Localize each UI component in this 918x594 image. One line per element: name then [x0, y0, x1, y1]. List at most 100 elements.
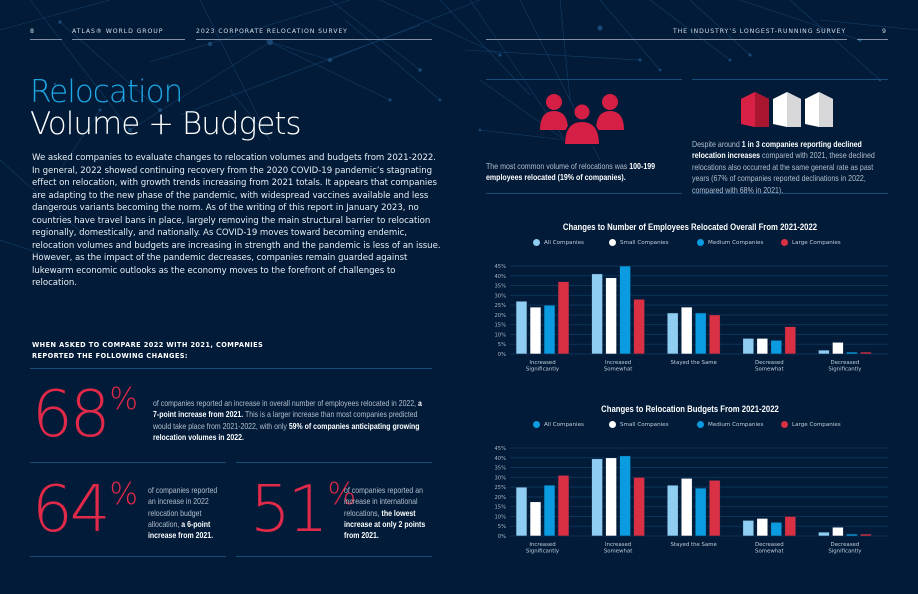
- chart-1-legend: All Companies Small Companies Medium Com…: [533, 239, 841, 246]
- x-category-label: Somewhat: [604, 367, 633, 373]
- y-tick-label: 15%: [494, 505, 506, 511]
- bar-large-companies: [860, 351, 872, 355]
- bar-all-companies: [742, 338, 755, 355]
- people-group-icon: [540, 94, 624, 146]
- intro-paragraph: We asked companies to evaluate changes t…: [32, 153, 441, 288]
- bar-small-companies: [756, 338, 769, 355]
- bar-small-companies: [832, 526, 844, 537]
- bar-all-companies: [591, 458, 603, 537]
- stat-unit: %: [109, 382, 138, 417]
- stat-value: 68: [32, 378, 110, 452]
- callout-declined-relocations: Despite around 1 in 3 companies reportin…: [692, 140, 875, 195]
- bar-large-companies: [557, 281, 570, 355]
- x-category-label: Increased: [529, 542, 555, 548]
- y-tick-label: 5%: [498, 342, 506, 348]
- header-rule: [857, 39, 888, 40]
- section-divider: [30, 368, 432, 369]
- x-category-label: Significantly: [828, 549, 862, 555]
- y-tick-label: 40%: [494, 456, 506, 462]
- x-category-label: Decreased: [831, 360, 860, 366]
- bar-small-companies: [605, 457, 617, 537]
- legend-item-all-companies: All Companies: [533, 239, 609, 246]
- bar-small-companies: [605, 277, 617, 355]
- stat-68-description: of companies reported an increase in ove…: [153, 399, 422, 442]
- section-divider: [486, 193, 682, 194]
- right-page-number: 9: [882, 28, 887, 35]
- stat-unit: %: [109, 477, 138, 512]
- legend-swatch: [697, 239, 704, 246]
- bar-medium-companies: [543, 484, 556, 537]
- legend-swatch: [533, 239, 540, 246]
- section-divider: [30, 462, 226, 463]
- chart-relocation-budgets: 0%5%10%15%20%25%30%35%40%45%IncreasedSig…: [494, 446, 888, 555]
- x-category-label: Somewhat: [604, 549, 633, 555]
- bar-all-companies: [818, 531, 830, 537]
- left-page-number: 8: [30, 28, 35, 35]
- x-category-label: Stayed the Same: [671, 360, 718, 366]
- bar-large-companies: [784, 326, 797, 355]
- bar-all-companies: [742, 520, 755, 537]
- x-category-label: Increased: [605, 360, 631, 366]
- bar-small-companies: [680, 306, 693, 355]
- x-category-label: Significantly: [526, 367, 560, 373]
- bar-all-companies: [515, 300, 528, 355]
- bar-medium-companies: [770, 522, 783, 537]
- legend-swatch: [697, 421, 704, 428]
- y-tick-label: 20%: [494, 495, 506, 501]
- bar-all-companies: [666, 484, 679, 537]
- y-tick-label: 5%: [498, 524, 506, 530]
- y-tick-label: 35%: [494, 284, 506, 290]
- x-category-label: Somewhat: [755, 367, 784, 373]
- bar-large-companies: [708, 479, 721, 537]
- stat-value: 64: [32, 473, 110, 547]
- bar-large-companies: [633, 298, 645, 355]
- section-divider: [236, 556, 432, 557]
- section-divider: [30, 556, 226, 557]
- y-tick-label: 25%: [494, 303, 506, 309]
- section-divider: [692, 79, 888, 80]
- y-tick-label: 30%: [494, 293, 506, 299]
- legend-item-large-companies: Large Companies: [781, 239, 841, 246]
- y-tick-label: 10%: [494, 514, 506, 520]
- compare-heading: WHEN ASKED TO COMPARE 2022 WITH 2021, CO…: [32, 340, 263, 361]
- x-category-label: Increased: [529, 360, 555, 366]
- stat-64-percent: 64%: [32, 478, 138, 542]
- x-category-label: Significantly: [526, 549, 560, 555]
- bar-medium-companies: [619, 455, 631, 537]
- x-category-label: Decreased: [755, 360, 784, 366]
- stat-unit: %: [327, 477, 356, 512]
- y-tick-label: 30%: [494, 475, 506, 481]
- bar-large-companies: [784, 516, 797, 537]
- bar-large-companies: [557, 475, 570, 537]
- legend-item-medium-companies: Medium Companies: [697, 239, 781, 246]
- x-category-label: Stayed the Same: [671, 542, 718, 548]
- legend-item-medium-companies: Medium Companies: [697, 421, 781, 428]
- y-tick-label: 45%: [494, 264, 506, 270]
- section-divider: [236, 462, 432, 463]
- section-divider: [692, 193, 888, 194]
- bar-medium-companies: [694, 487, 707, 537]
- x-category-label: Decreased: [755, 542, 784, 548]
- legend-swatch: [533, 421, 540, 428]
- bar-small-companies: [832, 341, 844, 355]
- y-tick-label: 25%: [494, 485, 506, 491]
- compare-heading-line-2: REPORTED THE FOLLOWING CHANGES:: [32, 351, 188, 360]
- x-category-label: Significantly: [828, 367, 862, 373]
- stat-68-percent: 68%: [32, 383, 138, 447]
- header-rule: [30, 39, 62, 40]
- callout-common-volume: The most common volume of relocations wa…: [486, 162, 656, 183]
- bar-medium-companies: [543, 304, 556, 355]
- x-category-label: Increased: [605, 542, 631, 548]
- bar-small-companies: [529, 501, 542, 537]
- bar-medium-companies: [694, 312, 707, 355]
- legend-swatch: [609, 421, 616, 428]
- bar-small-companies: [529, 306, 542, 355]
- stat-64-description: of companies reported an increase in 202…: [148, 486, 218, 541]
- bar-large-companies: [633, 477, 645, 537]
- page-title-line-1: Relocation: [30, 74, 183, 110]
- y-tick-label: 35%: [494, 466, 506, 472]
- legend-swatch: [781, 421, 788, 428]
- page-title: Relocation Volume + Budgets: [30, 74, 302, 140]
- x-category-label: Decreased: [831, 542, 860, 548]
- section-divider: [486, 79, 682, 80]
